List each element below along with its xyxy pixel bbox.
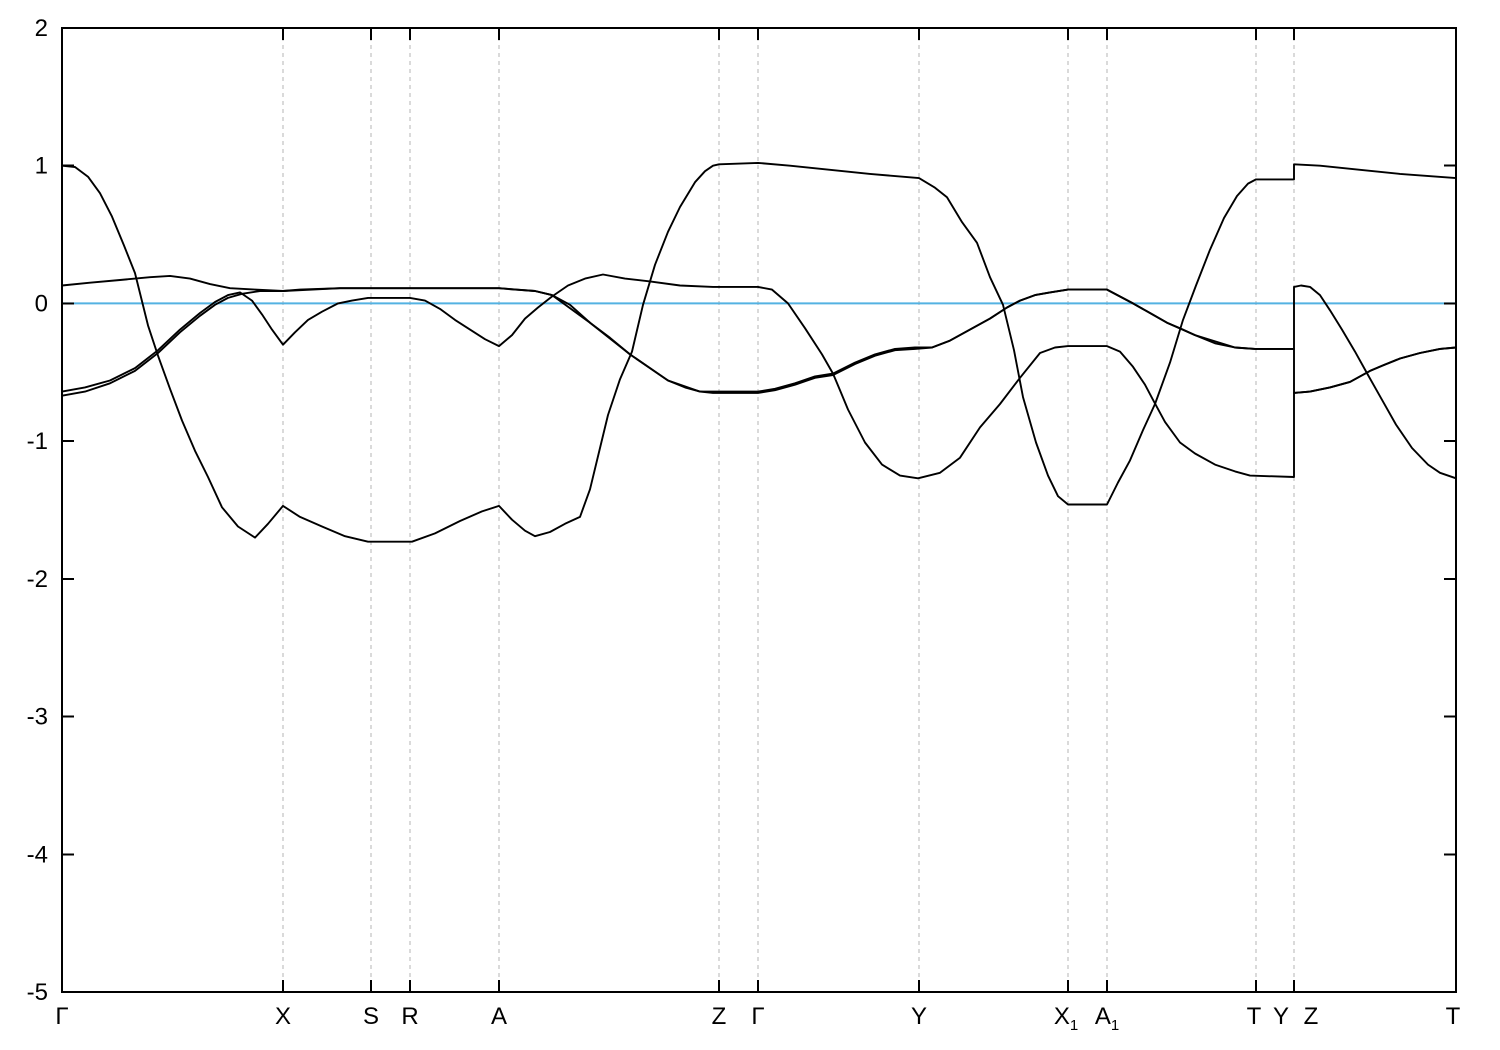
band-4-curve [61,287,1457,397]
band-1-curve [61,161,1457,543]
y-tick-label: -1 [27,428,48,455]
y-tick-label: 2 [35,15,48,42]
kpoint-label: Γ [55,1003,68,1030]
y-tick-label: -3 [27,704,48,731]
y-tick-label: -2 [27,566,48,593]
kpoint-label: Y [911,1003,927,1030]
kpoint-label: R [401,1003,418,1030]
y-tick-label: -5 [27,979,48,1006]
kpoint-label: Z [1304,1003,1319,1030]
kpoint-label: A [491,1003,507,1030]
kpoint-label: S [363,1003,379,1030]
kpoint-label: T [1247,1003,1262,1030]
kpoint-label: Γ [751,1003,764,1030]
y-tick-label: 0 [35,290,48,317]
y-tick-label: 1 [35,153,48,180]
kpoint-label: T [1446,1003,1461,1030]
y-tick-label: -4 [27,841,48,868]
kpoint-label: Y [1273,1003,1289,1030]
kpoint-label: Z [712,1003,727,1030]
band-3-curve [61,273,1457,480]
kpoint-label: X [275,1003,291,1030]
